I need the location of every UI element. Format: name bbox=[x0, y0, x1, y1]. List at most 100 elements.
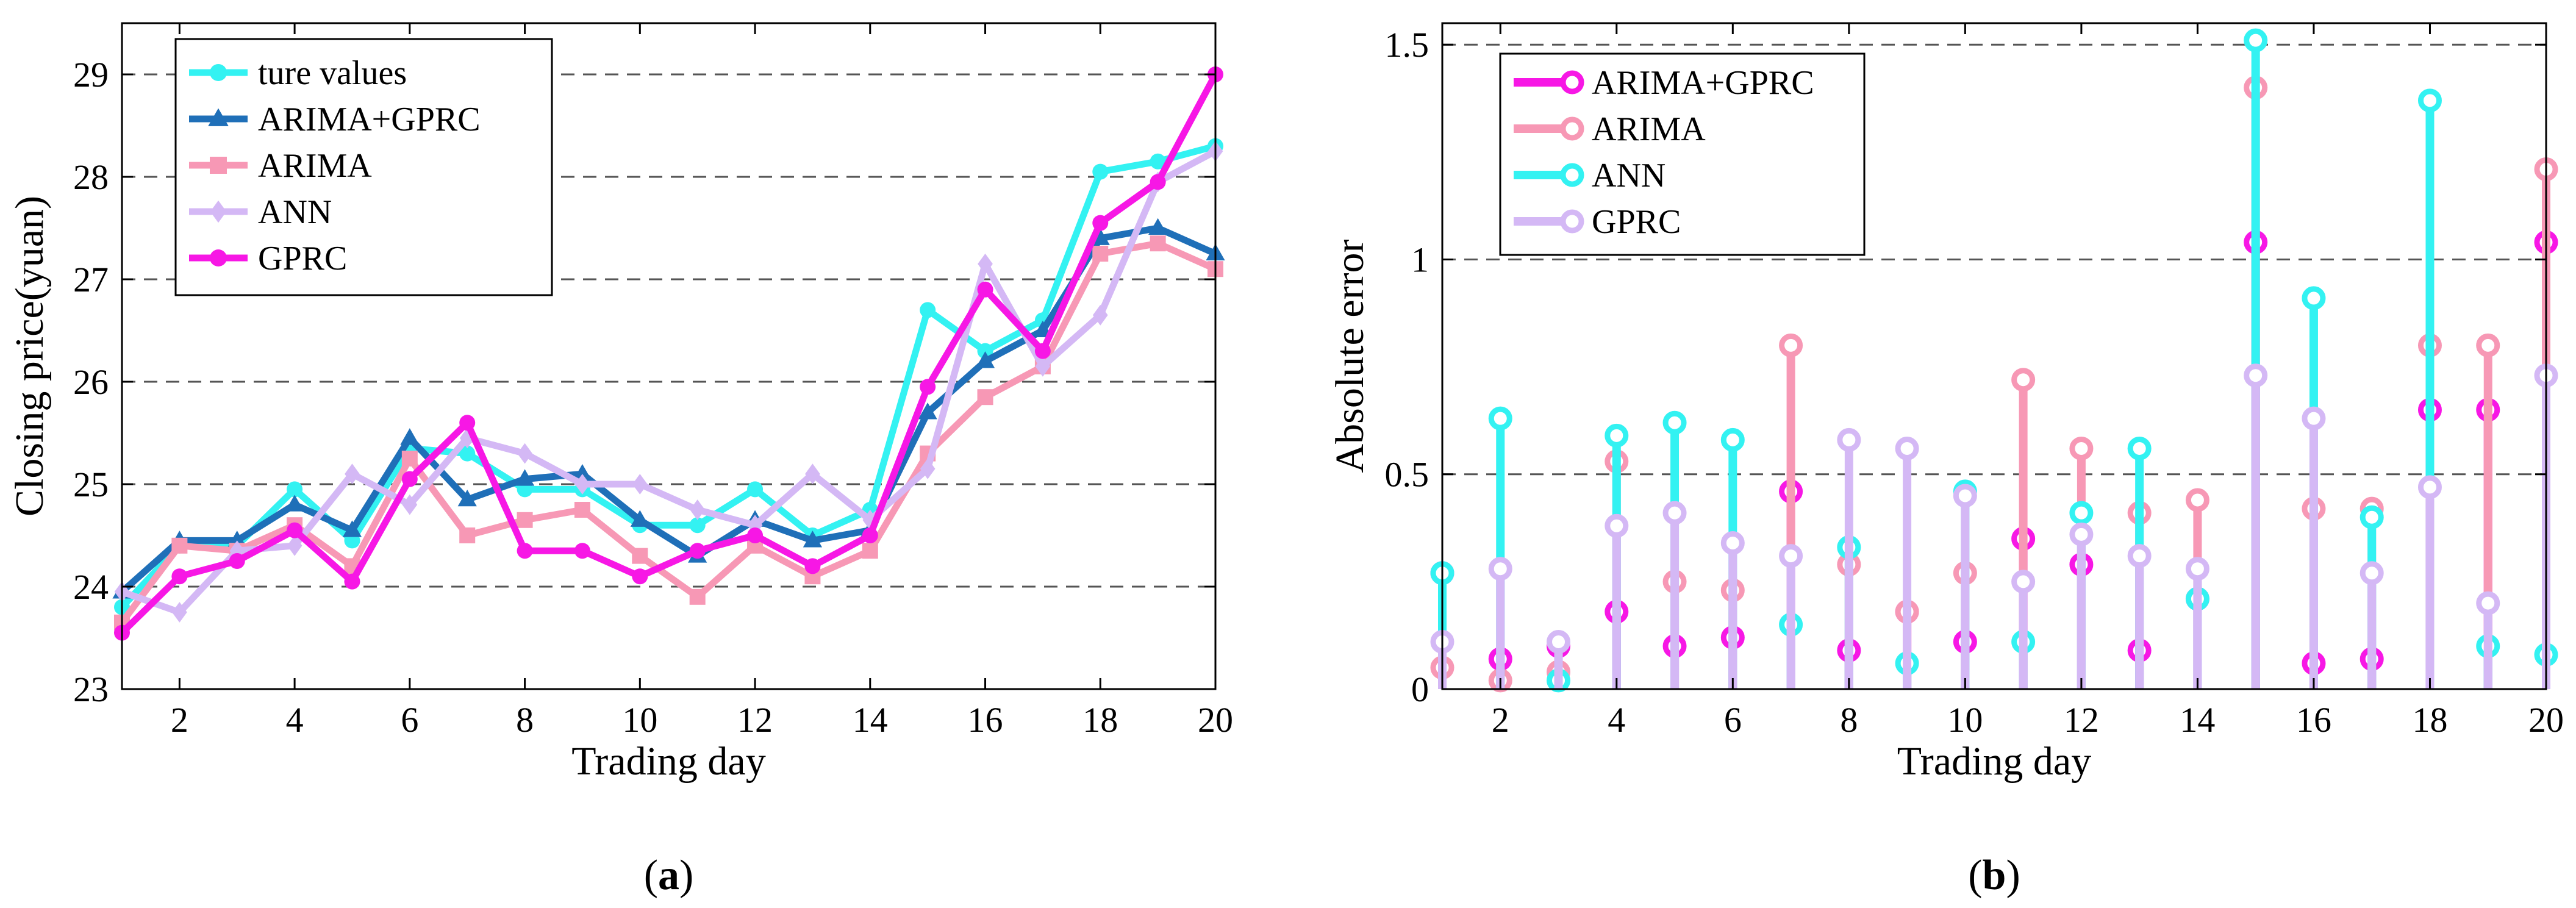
b-x-tick-label: 2 bbox=[1492, 700, 1509, 740]
panel-a-point-ann bbox=[690, 499, 706, 520]
panel-a-point-ann bbox=[632, 474, 648, 495]
panel-b-point-ann bbox=[1662, 410, 1687, 435]
panel-b-series-gprc bbox=[1430, 363, 2558, 689]
panel-b-point-gprc bbox=[1605, 513, 1629, 538]
b-x-tick-label: 16 bbox=[2296, 700, 2331, 740]
panel-a-legend-label-ann: ANN bbox=[258, 193, 332, 231]
panel-a-point-arima-gprc bbox=[630, 510, 649, 527]
panel-b-series-arima-gprc bbox=[1430, 230, 2558, 689]
panel-b-point-ann bbox=[2069, 501, 2094, 525]
panel-b-legend-marker-gprc bbox=[1560, 209, 1584, 234]
a-y-tick-label: 23 bbox=[73, 670, 109, 709]
panel-a-point-ann bbox=[805, 463, 820, 485]
panel-b-axes-frame bbox=[1441, 22, 2547, 690]
panel-b-point-gprc bbox=[2360, 561, 2384, 585]
panel-b-legend-label-ann: ANN bbox=[1592, 157, 1665, 195]
panel-a-point-ann bbox=[459, 427, 475, 449]
a-y-tick-label: 28 bbox=[73, 157, 109, 197]
panel-b-point-gprc bbox=[2127, 544, 2152, 568]
panel-a-point-ture-values bbox=[1150, 153, 1166, 170]
panel-b-point-arima bbox=[2069, 436, 2094, 460]
panel-a-point-gprc bbox=[920, 379, 936, 395]
b-x-tick-label: 12 bbox=[2064, 700, 2099, 740]
panel-a-point-arima bbox=[517, 512, 533, 528]
panel-a-line-ann bbox=[121, 148, 1217, 616]
b-x-tick-label: 4 bbox=[1608, 700, 1625, 740]
panel-a-point-gprc bbox=[574, 543, 590, 559]
panel-a-point-arima bbox=[459, 527, 476, 543]
panel-a-axes-frame bbox=[121, 22, 1217, 690]
b-y-tick-label: 1.5 bbox=[1385, 25, 1429, 65]
panel-b-point-gprc bbox=[2244, 363, 2268, 388]
panel-b-y-axis-label: Absolute error bbox=[1328, 239, 1372, 473]
panel-b-point-gprc bbox=[1779, 544, 1803, 568]
panel-a-point-gprc bbox=[1092, 215, 1109, 231]
panel-a-point-gprc bbox=[459, 415, 476, 431]
panel-a-legend-label-arima-gprc: ARIMA+GPRC bbox=[258, 101, 481, 138]
panel-a-caption-letter: a bbox=[658, 852, 679, 899]
panel-a-point-ture-values bbox=[1092, 163, 1109, 180]
panel-a-point-arima bbox=[689, 588, 706, 605]
panel-b-point-arima bbox=[2011, 368, 2036, 392]
panel-a-point-gprc bbox=[517, 543, 533, 559]
panel-a-point-gprc bbox=[171, 568, 188, 585]
a-y-tick-label: 24 bbox=[73, 567, 109, 607]
a-x-tick-label: 6 bbox=[401, 700, 418, 740]
panel-a-point-arima-gprc bbox=[515, 469, 535, 486]
panel-a-point-arima bbox=[1150, 235, 1166, 252]
panel-b-caption: (b) bbox=[1968, 852, 2020, 899]
panel-a-line-gprc bbox=[120, 73, 1218, 635]
panel-a-point-ann bbox=[1035, 356, 1051, 377]
panel-a-point-gprc bbox=[632, 568, 648, 585]
a-x-tick-label: 8 bbox=[516, 700, 534, 740]
a-y-tick-label: 27 bbox=[73, 260, 109, 299]
panel-a-point-arima-gprc bbox=[918, 402, 937, 420]
panel-a-y-axis-label: Closing price(yuan) bbox=[7, 196, 52, 517]
panel-b-point-gprc bbox=[2011, 570, 2036, 594]
panel-a-point-arima bbox=[574, 502, 590, 518]
panel-a-point-arima-gprc bbox=[975, 351, 995, 368]
panel-a-legend-marker-ann bbox=[210, 200, 227, 223]
panel-a-point-ture-values bbox=[689, 517, 706, 534]
panel-a-line-ture-values bbox=[119, 143, 1217, 610]
panel-b-point-ann bbox=[1488, 406, 1512, 431]
panel-a-caption: (a) bbox=[644, 852, 694, 899]
panel-b-point-ann bbox=[1720, 427, 1745, 452]
panel-a-point-ture-values bbox=[459, 445, 476, 462]
panel-b-legend-label-gprc: GPRC bbox=[1592, 203, 1681, 241]
b-y-tick-label: 0 bbox=[1411, 670, 1429, 709]
panel-a-legend: ture values ARIMA+GPRC ARIMA ANN GPRC bbox=[174, 38, 553, 296]
b-y-tick-label: 0.5 bbox=[1385, 455, 1429, 495]
panel-a-point-gprc bbox=[804, 558, 821, 574]
panel-a-point-arima-gprc bbox=[573, 463, 592, 481]
a-x-tick-label: 4 bbox=[286, 700, 304, 740]
panel-a-point-arima bbox=[401, 451, 418, 467]
panel-a-point-ann bbox=[978, 253, 993, 274]
panel-a-point-gprc bbox=[287, 522, 303, 538]
panel-a-point-arima-gprc bbox=[342, 520, 362, 537]
b-x-tick-label: 8 bbox=[1840, 700, 1858, 740]
panel-b-point-ann bbox=[2302, 286, 2326, 310]
panel-a-point-arima bbox=[977, 389, 993, 406]
panel-a-point-arima-gprc bbox=[1148, 218, 1168, 235]
b-x-tick-label: 14 bbox=[2180, 700, 2215, 740]
a-x-tick-label: 12 bbox=[737, 700, 773, 740]
panel-a-point-ture-values bbox=[920, 302, 936, 318]
panel-a-point-arima-gprc bbox=[285, 495, 304, 512]
a-y-tick-label: 29 bbox=[73, 55, 109, 95]
panel-a-x-axis-label: Trading day bbox=[571, 739, 765, 784]
panel-a-point-arima bbox=[1092, 246, 1109, 262]
a-x-tick-label: 18 bbox=[1082, 700, 1118, 740]
panel-b-legend-label-arima-gprc: ARIMA+GPRC bbox=[1592, 64, 1814, 102]
panel-b-point-gprc bbox=[1547, 630, 1571, 654]
panel-a-point-ture-values bbox=[747, 481, 764, 498]
panel-a-legend-label-ture-values: ture values bbox=[258, 54, 407, 92]
panel-a-series-gprc bbox=[114, 66, 1223, 641]
panel-b-point-arima bbox=[2476, 333, 2500, 357]
panel-a-point-gprc bbox=[1034, 343, 1051, 359]
panel-a-point-arima bbox=[632, 548, 648, 564]
panel-a-point-gprc bbox=[1150, 174, 1166, 190]
b-x-tick-label: 10 bbox=[1947, 700, 1983, 740]
